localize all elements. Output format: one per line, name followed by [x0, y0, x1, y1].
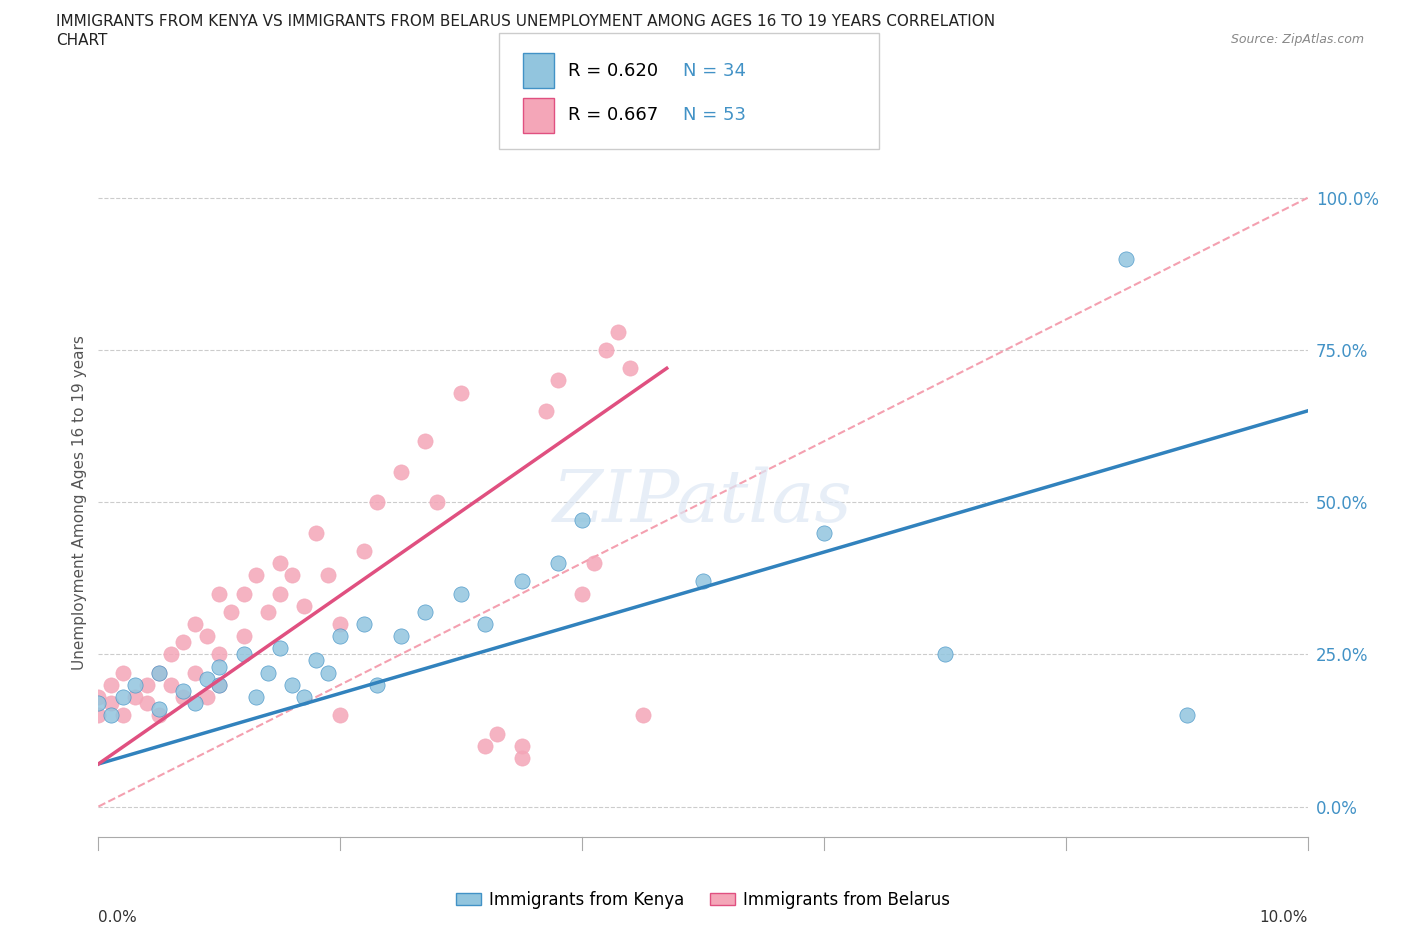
Point — [208, 659, 231, 674]
Point — [934, 647, 956, 662]
Text: CHART: CHART — [56, 33, 108, 47]
Point — [366, 495, 388, 510]
Point — [366, 677, 388, 692]
Point — [172, 635, 194, 650]
Text: 0.0%: 0.0% — [98, 910, 138, 925]
Text: Source: ZipAtlas.com: Source: ZipAtlas.com — [1230, 33, 1364, 46]
Point — [547, 373, 569, 388]
Point — [195, 671, 218, 686]
Point — [329, 629, 352, 644]
Point — [292, 598, 315, 613]
Y-axis label: Unemployment Among Ages 16 to 19 years: Unemployment Among Ages 16 to 19 years — [72, 335, 87, 670]
Point — [221, 604, 243, 619]
Point — [281, 568, 304, 583]
Point — [87, 689, 110, 704]
Point — [281, 677, 304, 692]
Point — [100, 677, 122, 692]
Point — [269, 555, 291, 570]
Point — [232, 629, 254, 644]
Point — [135, 696, 157, 711]
Point — [100, 696, 122, 711]
Point — [692, 574, 714, 589]
Point — [172, 684, 194, 698]
Point — [172, 689, 194, 704]
Point — [208, 586, 231, 601]
Point — [305, 525, 328, 540]
Point — [256, 604, 278, 619]
Point — [245, 689, 267, 704]
Point — [160, 647, 183, 662]
Text: ZIPatlas: ZIPatlas — [553, 467, 853, 538]
Point — [450, 385, 472, 400]
Text: R = 0.667: R = 0.667 — [568, 106, 658, 125]
Point — [571, 513, 593, 528]
Point — [232, 586, 254, 601]
Point — [813, 525, 835, 540]
Point — [269, 641, 291, 656]
Point — [1175, 708, 1198, 723]
Legend: Immigrants from Kenya, Immigrants from Belarus: Immigrants from Kenya, Immigrants from B… — [450, 884, 956, 916]
Point — [87, 696, 110, 711]
Point — [353, 543, 375, 558]
Point — [510, 738, 533, 753]
Point — [329, 708, 352, 723]
Point — [87, 708, 110, 723]
Point — [208, 647, 231, 662]
Point — [184, 696, 207, 711]
Point — [148, 708, 170, 723]
Point — [208, 677, 231, 692]
Text: N = 34: N = 34 — [683, 61, 747, 80]
Text: N = 53: N = 53 — [683, 106, 747, 125]
Point — [195, 689, 218, 704]
Point — [353, 617, 375, 631]
Point — [619, 361, 641, 376]
Point — [184, 617, 207, 631]
Point — [148, 665, 170, 680]
Point — [510, 574, 533, 589]
Text: IMMIGRANTS FROM KENYA VS IMMIGRANTS FROM BELARUS UNEMPLOYMENT AMONG AGES 16 TO 1: IMMIGRANTS FROM KENYA VS IMMIGRANTS FROM… — [56, 14, 995, 29]
Point — [547, 555, 569, 570]
Point — [148, 665, 170, 680]
Point — [413, 434, 436, 449]
Point — [474, 617, 496, 631]
Point — [607, 325, 630, 339]
Point — [534, 404, 557, 418]
Point — [571, 586, 593, 601]
Point — [269, 586, 291, 601]
Point — [486, 726, 509, 741]
Point — [292, 689, 315, 704]
Point — [135, 677, 157, 692]
Point — [389, 629, 412, 644]
Point — [148, 702, 170, 717]
Point — [1115, 251, 1137, 266]
Text: R = 0.620: R = 0.620 — [568, 61, 658, 80]
Point — [111, 708, 134, 723]
Text: 10.0%: 10.0% — [1260, 910, 1308, 925]
Point — [305, 653, 328, 668]
Point — [413, 604, 436, 619]
Point — [256, 665, 278, 680]
Point — [474, 738, 496, 753]
Point — [124, 677, 146, 692]
Point — [316, 665, 339, 680]
Point — [510, 751, 533, 765]
Point — [124, 689, 146, 704]
Point — [208, 677, 231, 692]
Point — [631, 708, 654, 723]
Point — [111, 689, 134, 704]
Point — [595, 342, 617, 357]
Point — [245, 568, 267, 583]
Point — [450, 586, 472, 601]
Point — [100, 708, 122, 723]
Point — [389, 464, 412, 479]
Point — [329, 617, 352, 631]
Point — [195, 629, 218, 644]
Point — [316, 568, 339, 583]
Point — [184, 665, 207, 680]
Point — [426, 495, 449, 510]
Point — [232, 647, 254, 662]
Point — [160, 677, 183, 692]
Point — [111, 665, 134, 680]
Point — [583, 555, 606, 570]
